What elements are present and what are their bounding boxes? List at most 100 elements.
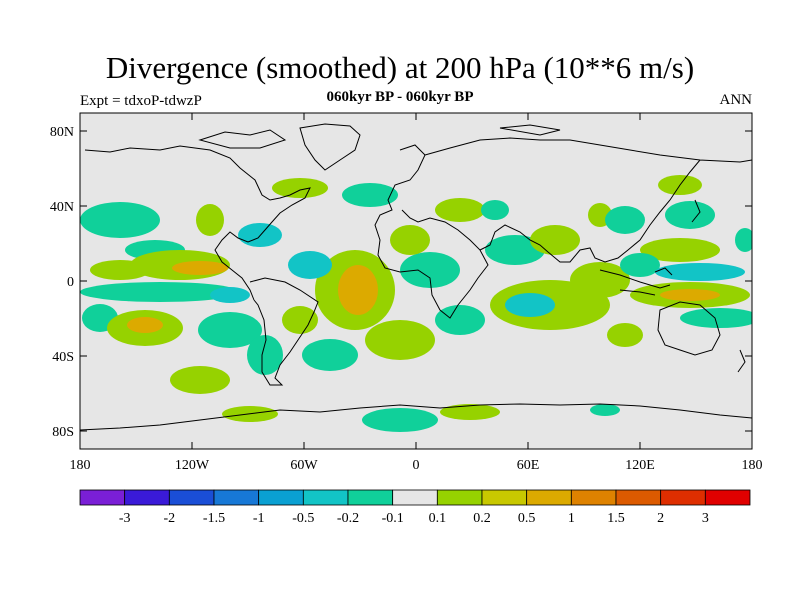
coastline-arctic-islands [198, 124, 561, 149]
lon-tick-label: 60W [290, 458, 318, 473]
lat-tick-label: 80N [50, 125, 74, 140]
lat-tick-label: 40N [50, 200, 74, 215]
contour-patch [680, 308, 752, 328]
contour-patch [288, 251, 332, 279]
contour-patch [665, 201, 715, 229]
contour-patch [80, 282, 240, 302]
coastline-new-zealand [737, 349, 746, 373]
colorbar-label: 3 [702, 511, 709, 526]
colorbar-swatch [660, 489, 706, 506]
contour-patch [530, 225, 580, 255]
season-label: ANN [719, 92, 753, 108]
period-label: 060kyr BP - 060kyr BP [326, 89, 474, 105]
lon-tick-label: 60E [517, 458, 540, 473]
colorbar-label: -0.5 [292, 511, 314, 526]
colorbar-swatch [213, 489, 260, 506]
contour-patch [127, 317, 163, 333]
contour-patch [198, 312, 262, 348]
colorbar-swatch [79, 489, 126, 506]
divergence-contours [80, 175, 752, 432]
contour-patch [485, 235, 545, 265]
lon-tick-label: 180 [70, 458, 91, 473]
contour-patch [655, 263, 745, 281]
contour-patch [435, 305, 485, 335]
contour-patch [735, 228, 752, 252]
contour-patch [570, 262, 630, 298]
contour-patch [80, 202, 160, 238]
coastline-north-america [84, 145, 311, 301]
longitude-axis: 180 120W 60W 0 60E 120E 180 [70, 113, 763, 473]
contour-patch [481, 200, 509, 220]
contour-patch [505, 293, 555, 317]
lon-tick-label: 180 [742, 458, 763, 473]
contour-patch [90, 260, 150, 280]
coastline-maritime-continent [599, 267, 673, 296]
map-panel [80, 113, 752, 449]
colorbar-label: -2 [163, 511, 175, 526]
colorbar-swatch [168, 489, 215, 506]
contour-patch [170, 366, 230, 394]
coastline-asia [424, 137, 752, 263]
contour-patch [196, 204, 224, 236]
colorbar-swatch [302, 489, 349, 506]
coastlines [80, 123, 752, 431]
colorbar-label: 1 [568, 511, 575, 526]
lon-tick-label: 120W [175, 458, 210, 473]
lon-tick-label: 0 [413, 458, 420, 473]
contour-patch [605, 206, 645, 234]
contour-patch [210, 287, 250, 303]
contour-patch [282, 306, 318, 334]
contour-patch [390, 225, 430, 255]
colorbar-label: -1.5 [203, 511, 225, 526]
latitude-axis: 80N 40N 0 40S 80S [50, 125, 752, 440]
contour-patch [172, 261, 228, 275]
colorbar-label: 0.2 [473, 511, 491, 526]
contour-patch [400, 252, 460, 288]
contour-patch [342, 183, 398, 207]
colorbar-label: 2 [657, 511, 664, 526]
colorbar-swatch [481, 489, 528, 506]
colorbar-swatch [258, 489, 304, 506]
colorbar-swatch [526, 489, 572, 506]
contour-patch [440, 404, 500, 420]
colorbar-label: 0.5 [518, 511, 536, 526]
colorbar-label: -0.2 [337, 511, 359, 526]
contour-patch [435, 198, 485, 222]
contour-patch [302, 339, 358, 371]
lat-tick-label: 80S [52, 425, 74, 440]
colorbar-swatch [347, 489, 394, 506]
coastline-south-america [249, 277, 319, 386]
colorbar-swatch [392, 489, 438, 506]
experiment-label: Expt = tdxoP-tdwzP [80, 93, 202, 109]
colorbar-swatch [704, 489, 751, 506]
colorbar-swatch [615, 489, 662, 506]
contour-patch [590, 404, 620, 416]
contour-patch [338, 265, 378, 315]
colorbar-swatch [570, 489, 617, 506]
colorbar-label: 1.5 [607, 511, 625, 526]
lon-tick-label: 120E [625, 458, 655, 473]
lat-tick-label: 0 [67, 275, 74, 290]
colorbar-swatch [124, 489, 170, 506]
lat-tick-label: 40S [52, 350, 74, 365]
contour-patch [607, 323, 643, 347]
coastline-antarctica [80, 403, 752, 431]
figure-title: Divergence (smoothed) at 200 hPa (10**6 … [105, 50, 695, 85]
colorbar-label: -3 [119, 511, 131, 526]
contour-patch [660, 289, 720, 301]
contour-patch [365, 320, 435, 360]
colorbar-label: -1 [253, 511, 265, 526]
colorbar-label: 0.1 [429, 511, 447, 526]
contour-patch [272, 178, 328, 198]
colorbar-swatch [436, 489, 483, 506]
coastline-japan [691, 199, 701, 223]
contour-patch [247, 335, 283, 375]
contour-patch [362, 408, 438, 432]
contour-patch [620, 253, 660, 277]
colorbar-label: -0.1 [382, 511, 404, 526]
contour-patch [640, 238, 720, 262]
colorbar: -3 -2 -1.5 -1 -0.5 -0.2 -0.1 0.1 0.2 0.5 1 1.5 2 3 [79, 489, 751, 526]
coastline-europe-africa [374, 144, 489, 319]
coastline-australia [657, 301, 721, 356]
